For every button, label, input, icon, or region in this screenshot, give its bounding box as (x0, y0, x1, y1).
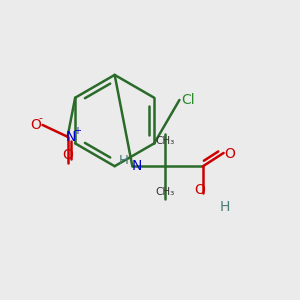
Text: +: + (73, 126, 81, 136)
Text: -: - (38, 113, 42, 124)
Text: O: O (225, 147, 236, 161)
Text: O: O (194, 183, 205, 197)
Text: CH₃: CH₃ (155, 187, 174, 197)
Text: O: O (62, 148, 73, 162)
Text: Cl: Cl (181, 93, 194, 107)
Text: O: O (31, 118, 41, 132)
Text: CH₃: CH₃ (155, 136, 174, 146)
Text: N: N (65, 130, 76, 144)
Text: H: H (220, 200, 230, 214)
Text: N: N (132, 159, 142, 173)
Text: H: H (118, 154, 128, 167)
